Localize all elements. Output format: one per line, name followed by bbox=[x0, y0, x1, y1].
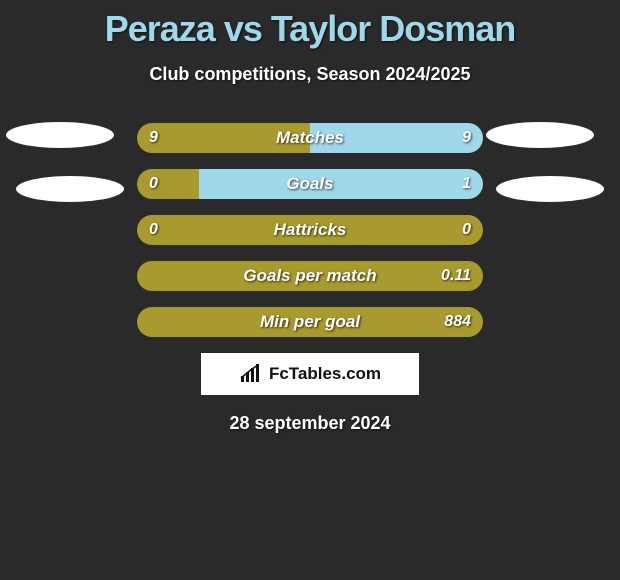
stat-row-goals: 0 Goals 1 bbox=[137, 169, 483, 199]
stat-left-seg bbox=[137, 307, 483, 337]
ellipse-decor bbox=[486, 122, 594, 148]
stat-right-seg bbox=[310, 123, 483, 153]
ellipse-decor bbox=[496, 176, 604, 202]
stat-row-gpm: Goals per match 0.11 bbox=[137, 261, 483, 291]
stat-left-seg bbox=[137, 169, 199, 199]
stat-left-seg bbox=[137, 215, 483, 245]
stat-right-value: 884 bbox=[444, 313, 471, 331]
stat-row-hattricks: 0 Hattricks 0 bbox=[137, 215, 483, 245]
stat-left-value: 9 bbox=[149, 129, 158, 147]
date-text: 28 september 2024 bbox=[0, 413, 620, 434]
stat-row-matches: 9 Matches 9 bbox=[137, 123, 483, 153]
stat-left-value: 0 bbox=[149, 221, 158, 239]
page-subtitle: Club competitions, Season 2024/2025 bbox=[0, 64, 620, 85]
stat-right-value: 9 bbox=[462, 129, 471, 147]
stat-right-value: 0.11 bbox=[441, 267, 471, 285]
stats-container: 9 Matches 9 0 Goals 1 0 Hattricks 0 Goal… bbox=[0, 123, 620, 434]
ellipse-decor bbox=[6, 122, 114, 148]
stat-row-mpg: Min per goal 884 bbox=[137, 307, 483, 337]
page-title: Peraza vs Taylor Dosman bbox=[0, 0, 620, 50]
stat-right-seg bbox=[199, 169, 483, 199]
stat-left-seg bbox=[137, 261, 483, 291]
brand-text: FcTables.com bbox=[269, 364, 381, 384]
brand-badge[interactable]: FcTables.com bbox=[201, 353, 419, 395]
stat-left-value: 0 bbox=[149, 175, 158, 193]
ellipse-decor bbox=[16, 176, 124, 202]
stat-left-seg bbox=[137, 123, 310, 153]
chart-icon bbox=[239, 364, 263, 384]
stat-right-value: 1 bbox=[462, 175, 471, 193]
stat-right-value: 0 bbox=[462, 221, 471, 239]
